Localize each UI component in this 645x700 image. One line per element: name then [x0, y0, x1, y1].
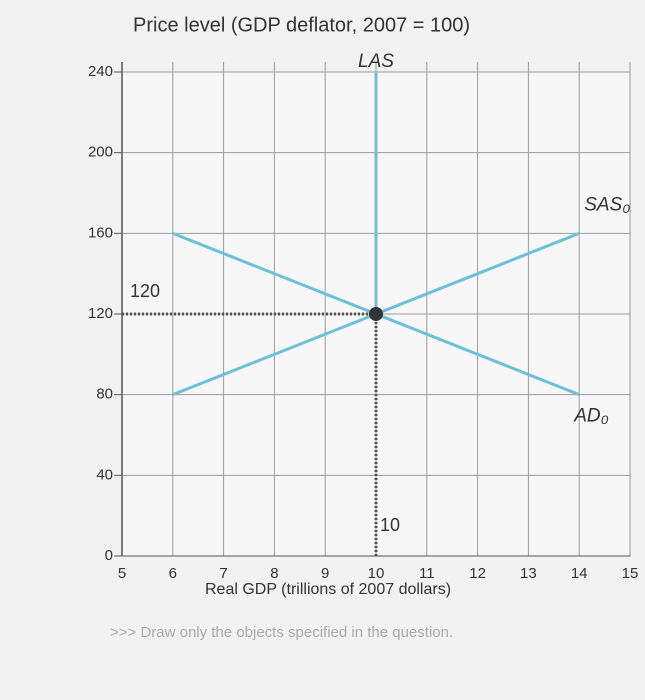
- x-tick-label: 11: [419, 565, 435, 582]
- instruction-note: >>> Draw only the objects specified in t…: [110, 624, 453, 641]
- x-tick-label: 13: [520, 565, 537, 582]
- y-tick-label: 120: [88, 305, 113, 322]
- y-tick-label: 40: [96, 466, 113, 483]
- x-tick-label: 10: [368, 565, 385, 582]
- y-tick-label: 80: [96, 386, 113, 403]
- equilibrium-x-label: 10: [380, 515, 400, 535]
- y-tick-label: 0: [105, 547, 113, 564]
- equilibrium-y-label: 120: [130, 281, 160, 301]
- y-tick-label: 160: [88, 224, 113, 241]
- x-tick-label: 12: [469, 565, 486, 582]
- x-tick-label: 9: [321, 565, 329, 582]
- x-tick-label: 14: [571, 565, 588, 582]
- series-label: SAS₀: [584, 194, 630, 215]
- chart-title: Price level (GDP deflator, 2007 = 100): [133, 14, 470, 36]
- x-tick-label: 5: [118, 565, 126, 582]
- x-tick-label: 6: [169, 565, 177, 582]
- x-axis-label: Real GDP (trillions of 2007 dollars): [205, 581, 451, 598]
- series-label: AD₀: [573, 406, 608, 427]
- series-label: LAS: [358, 51, 394, 72]
- y-tick-label: 240: [88, 63, 113, 80]
- x-tick-label: 7: [219, 565, 227, 582]
- x-tick-label: 15: [622, 565, 639, 582]
- equilibrium-point: [369, 307, 383, 321]
- x-tick-label: 8: [270, 565, 278, 582]
- y-tick-label: 200: [88, 144, 113, 161]
